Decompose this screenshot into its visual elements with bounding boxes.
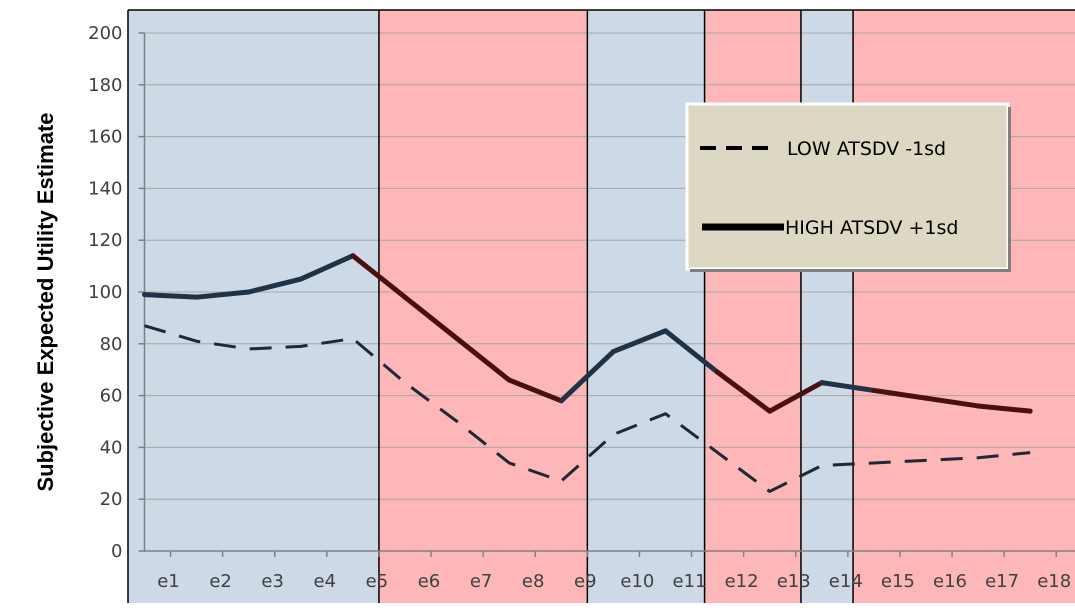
x-tick-label: e2 — [209, 571, 232, 592]
x-tick-label: e13 — [777, 571, 811, 592]
y-tick-label: 60 — [100, 386, 123, 407]
band-dividers — [127, 9, 1075, 603]
tick-labels: 0 20 40 60 80 100 120 140 160 180 200 e1 e2 e3 e4 e5 e6 e… — [88, 23, 1071, 592]
x-tick-label: e11 — [673, 571, 707, 592]
background-band-blue — [800, 10, 854, 603]
y-tick-label: 160 — [88, 127, 122, 148]
x-tick-label: e14 — [829, 571, 863, 592]
series-lines — [142, 253, 1033, 493]
y-tick-label: 20 — [100, 489, 123, 510]
legend-box — [685, 102, 1010, 271]
series-segment-high — [506, 377, 564, 404]
y-tick-label: 120 — [88, 230, 122, 251]
legend-label-high: HIGH ATSDV +1sd — [785, 217, 958, 239]
y-tick-label: 140 — [88, 178, 122, 199]
background-band-blue — [587, 10, 705, 603]
legend-box-shadow — [1008, 107, 1011, 271]
legend-label-low: LOW ATSDV -1sd — [787, 138, 946, 160]
series-segment-high — [715, 369, 773, 414]
background-band-red — [704, 10, 801, 603]
x-tick-label: e1 — [157, 571, 180, 592]
background-band-blue — [128, 10, 379, 603]
series-segment-high — [454, 336, 512, 383]
background-band-red — [378, 10, 588, 603]
y-tick-label: 180 — [88, 75, 122, 96]
y-tick-label: 100 — [88, 282, 122, 303]
y-tick-label: 80 — [100, 334, 123, 355]
legend-box-shadow — [690, 269, 1011, 272]
y-tick-label: 40 — [100, 437, 123, 458]
y-tick-label: 0 — [111, 541, 122, 562]
x-tick-label: e7 — [470, 571, 493, 592]
gridlines — [144, 32, 1075, 500]
x-tick-label: e18 — [1037, 571, 1071, 592]
series-segment-high — [663, 328, 721, 375]
x-tick-label: e5 — [366, 571, 389, 592]
series-segment-high — [610, 328, 668, 355]
y-tick-label: 200 — [88, 23, 122, 44]
series-segment-high — [923, 395, 981, 409]
background-band-red — [853, 10, 1075, 603]
series-segment-high — [558, 349, 616, 404]
series-segment-high — [975, 403, 1033, 414]
series-segment-high — [142, 292, 200, 300]
series-segment-high — [350, 253, 408, 300]
x-tick-label: e17 — [985, 571, 1019, 592]
y-axis-title: Subjective Expected Utility Estimate — [33, 112, 58, 491]
x-tick-label: e12 — [725, 571, 759, 592]
series-segment-high — [819, 380, 877, 393]
x-tick-label: e16 — [933, 571, 967, 592]
x-tick-label: e4 — [314, 571, 337, 592]
series-segment-high — [194, 289, 252, 300]
x-tick-label: e3 — [261, 571, 284, 592]
x-tick-label: e15 — [881, 571, 915, 592]
series-segment-high — [298, 253, 356, 282]
series-segment-high — [246, 276, 304, 295]
series-line-low — [144, 324, 1031, 493]
x-tick-label: e9 — [574, 571, 597, 592]
series-segment-high — [402, 294, 460, 342]
x-tick-label: e8 — [522, 571, 545, 592]
x-tick-label: e10 — [620, 571, 654, 592]
x-tick-label: e6 — [418, 571, 441, 592]
background-bands — [128, 10, 1075, 603]
series-segment-high — [767, 380, 825, 414]
legend: LOW ATSDV -1sd HIGH ATSDV +1sd — [685, 102, 1011, 272]
series-segment-high — [871, 387, 929, 401]
